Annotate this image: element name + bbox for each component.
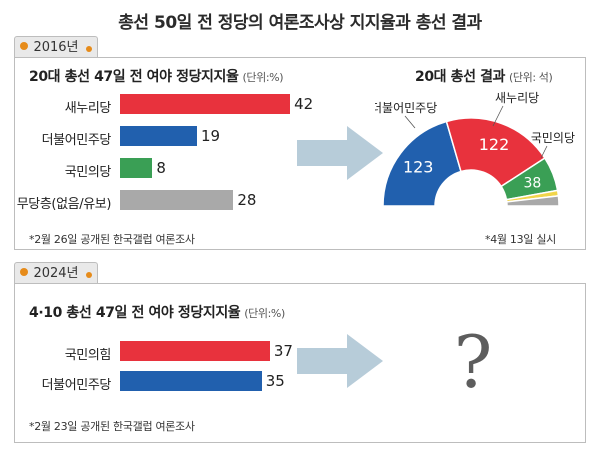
bar-value-label: 19 — [200, 127, 221, 145]
seat-party-label: 새누리당 — [495, 91, 539, 105]
bar — [120, 126, 197, 146]
bar — [120, 94, 291, 114]
bar-value-label: 35 — [265, 372, 285, 390]
result-unit: (단위: 석) — [509, 71, 553, 84]
bar-row: 더불어민주당 19 — [15, 126, 335, 148]
bar-row: 무당층(없음/유보) 28 — [15, 190, 335, 212]
question-mark-icon: ? — [453, 320, 493, 404]
seat-value-label: 38 — [523, 176, 541, 192]
bar-row: 새누리당 42 — [15, 94, 335, 116]
bar-row: 국민의당 8 — [15, 158, 335, 180]
tab-dot-icon — [20, 268, 28, 276]
seat-party-label: 국민의당 — [531, 131, 575, 145]
poll-note-2016: *2월 26일 공개된 한국갤럽 여론조사 — [29, 233, 195, 246]
bar-category-label: 새누리당 — [64, 101, 112, 116]
bar-row: 더불어민주당 35 — [15, 371, 335, 393]
poll-bar-chart-2016: 새누리당 42 더불어민주당 19 국민의당 8 무당층(없음/유보) 28 — [15, 94, 335, 224]
poll-note-2024: *2월 23일 공개된 한국갤럽 여론조사 — [29, 420, 195, 433]
bar-category-label: 무당층(없음/유보) — [16, 197, 112, 212]
tab-dot-icon — [86, 46, 92, 52]
arrow-icon — [297, 126, 383, 180]
bar — [120, 158, 153, 178]
bar-category-label: 국민의당 — [64, 165, 112, 180]
seat-slice — [505, 195, 560, 207]
tab-dot-icon — [86, 272, 92, 278]
bar-category-label: 더불어민주당 — [41, 378, 112, 393]
infographic-title: 총선 50일 전 정당의 여론조사상 지지율과 총선 결과 — [118, 13, 482, 33]
bar-row: 국민의힘 37 — [15, 341, 335, 363]
poll-title-2024: 4·10 총선 47일 전 여야 정당지지율 (단위:%) — [29, 305, 285, 321]
bar-value-label: 37 — [273, 342, 293, 360]
bar-value-label: 42 — [294, 95, 314, 113]
poll-unit: (단위:%) — [244, 307, 285, 320]
seat-value-label: 123 — [403, 157, 434, 176]
bar-category-label: 국민의힘 — [64, 348, 112, 363]
result-note-2016: *4월 13일 실시 — [485, 233, 556, 246]
leader-line — [492, 105, 504, 127]
poll-title-2016: 20대 총선 47일 전 여야 정당지지율 (단위:%) — [29, 69, 284, 85]
year-label: 2024년 — [33, 266, 79, 281]
arrow-icon — [297, 334, 383, 388]
panel-2024: 4·10 총선 47일 전 여야 정당지지율 (단위:%) 국민의힘 37 더불어민주… — [14, 283, 586, 443]
seat-value-label: 122 — [479, 135, 510, 154]
seat-semicircle-chart: 123 더불어민주당 122 새누리당 38 국민의당 — [375, 91, 575, 207]
bar — [120, 371, 262, 391]
bar-value-label: 8 — [156, 159, 166, 177]
bar-value-label: 28 — [237, 191, 257, 209]
result-title-2016: 20대 총선 결과 (단위: 석) — [415, 69, 553, 85]
year-label: 2016년 — [33, 40, 79, 55]
seat-party-label: 더불어민주당 — [375, 101, 437, 115]
leader-line — [540, 145, 548, 159]
year-tab-2024: 2024년 — [14, 262, 98, 284]
bar — [120, 341, 270, 361]
tab-dot-icon — [20, 42, 28, 50]
year-tab-2016: 2016년 — [14, 36, 98, 58]
panel-2016: 20대 총선 47일 전 여야 정당지지율 (단위:%) 새누리당 42 더불어민주당… — [14, 57, 586, 250]
leader-line — [404, 115, 416, 129]
seat-slice — [382, 120, 462, 207]
bar-category-label: 더불어민주당 — [41, 133, 112, 148]
bar — [120, 190, 234, 210]
poll-bar-chart-2024: 국민의힘 37 더불어민주당 35 — [15, 341, 335, 401]
poll-unit: (단위:%) — [242, 71, 284, 84]
